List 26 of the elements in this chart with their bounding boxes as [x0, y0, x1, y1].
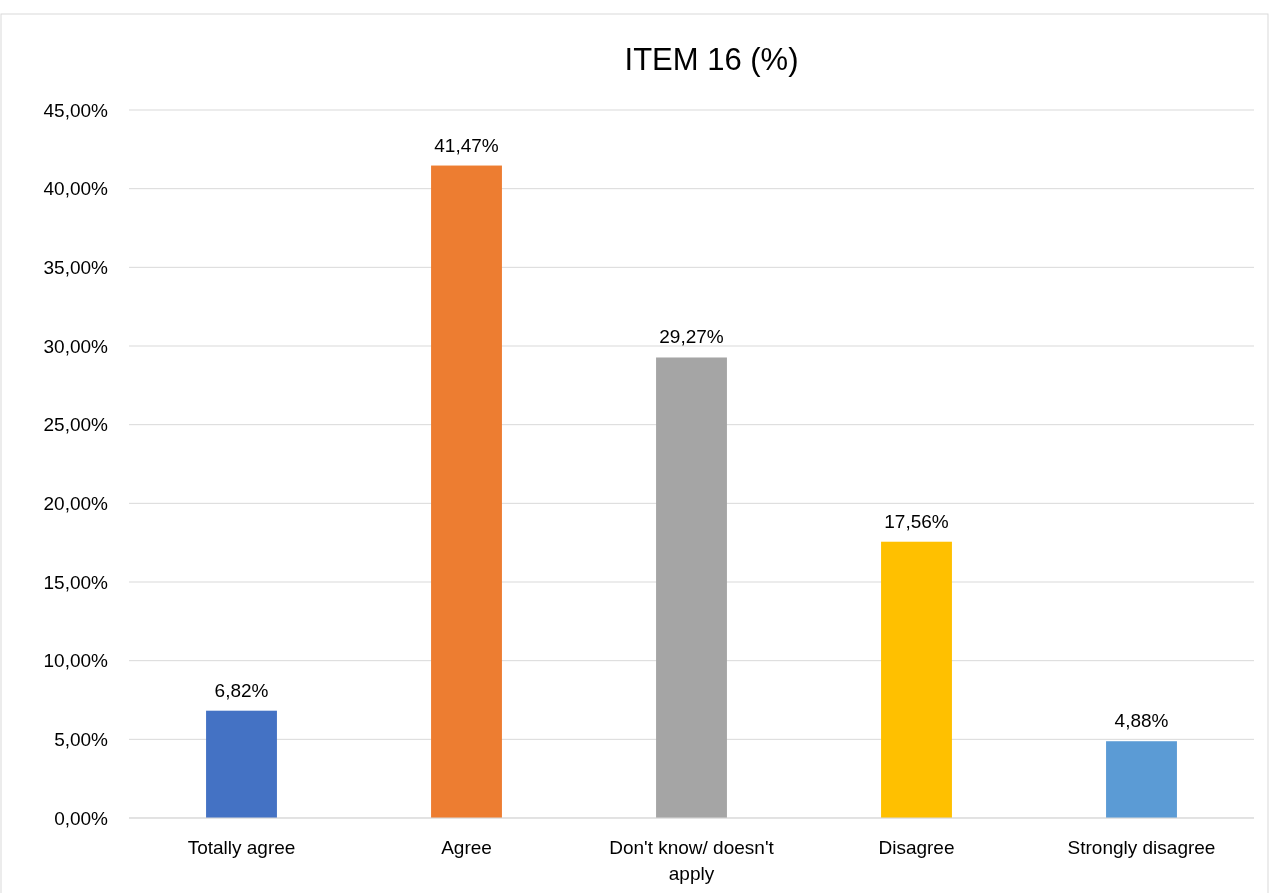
- y-tick-label: 30,00%: [43, 335, 109, 357]
- y-tick-label: 20,00%: [43, 492, 109, 514]
- data-label: 29,27%: [659, 326, 724, 348]
- x-tick-label: Agree: [441, 837, 492, 858]
- bar: [1106, 741, 1177, 818]
- bar: [206, 710, 277, 818]
- bar: [431, 165, 502, 818]
- y-tick-label: 15,00%: [43, 571, 109, 593]
- y-tick-label: 35,00%: [43, 256, 109, 278]
- data-label: 6,82%: [214, 679, 269, 701]
- data-label: 17,56%: [884, 510, 949, 532]
- y-tick-label: 45,00%: [43, 99, 109, 121]
- bar: [881, 541, 952, 818]
- y-tick-label: 40,00%: [43, 178, 109, 200]
- chart-title: ITEM 16 (%): [624, 42, 799, 77]
- x-tick-label: Strongly disagree: [1067, 837, 1216, 858]
- x-tick-label: Disagree: [878, 837, 955, 858]
- y-tick-label: 5,00%: [54, 728, 109, 750]
- data-label: 41,47%: [434, 134, 499, 156]
- y-tick-label: 10,00%: [43, 650, 109, 672]
- data-label: 4,88%: [1114, 710, 1169, 732]
- bar: [656, 357, 727, 818]
- x-tick-label: Totally agree: [187, 837, 296, 858]
- y-tick-label: 0,00%: [54, 807, 109, 829]
- y-tick-label: 25,00%: [43, 414, 109, 436]
- x-tick-label: Don't know/ doesn't apply: [609, 837, 775, 884]
